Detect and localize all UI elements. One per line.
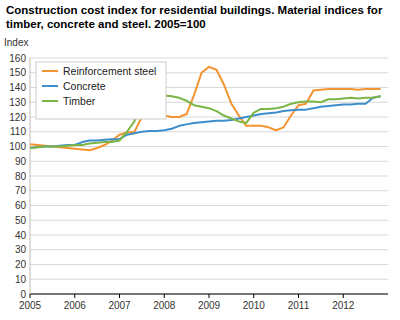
x-tick [30, 294, 31, 298]
x-tick [253, 294, 254, 298]
x-tick [343, 294, 344, 298]
y-tick-label: 30 [15, 244, 27, 255]
x-tick-label: 2007 [108, 300, 131, 311]
grid-line [30, 190, 388, 191]
y-tick-label: 120 [9, 112, 26, 123]
chart-title: Construction cost index for residential … [6, 3, 386, 31]
y-tick-label: 60 [15, 200, 27, 211]
series-line [30, 96, 381, 148]
grid-line [30, 235, 388, 236]
x-tick-label: 2010 [243, 300, 266, 311]
x-tick [209, 294, 210, 298]
y-tick-label: 20 [15, 259, 27, 270]
legend-swatch [42, 85, 58, 87]
legend-label: Concrete [63, 80, 106, 92]
y-tick-label: 100 [9, 141, 26, 152]
y-tick-label: 70 [15, 185, 27, 196]
x-tick [119, 294, 120, 298]
grid-line [30, 58, 388, 59]
y-tick-label: 160 [9, 53, 26, 64]
legend: Reinforcement steel Concrete Timber [36, 62, 166, 119]
y-tick-label: 40 [15, 230, 27, 241]
y-tick-label: 150 [9, 67, 26, 78]
legend-swatch [42, 100, 58, 102]
grid-line [30, 249, 388, 250]
grid-line [30, 161, 388, 162]
grid-line [30, 131, 388, 132]
y-tick-label: 140 [9, 82, 26, 93]
grid-line [30, 264, 388, 265]
y-tick-label: 90 [15, 156, 27, 167]
y-tick-label: 130 [9, 97, 26, 108]
chart: 0 10 20 30 40 50 60 70 80 90 100 110 120 130 140 150 160… [0, 0, 400, 320]
x-tick [298, 294, 299, 298]
x-tick-label: 2011 [288, 300, 310, 311]
grid-line [30, 220, 388, 221]
y-axis-label: Index [4, 37, 28, 48]
legend-swatch [42, 70, 58, 72]
x-tick-label: 2006 [64, 300, 87, 311]
legend-box [36, 62, 166, 119]
x-tick [164, 294, 165, 298]
y-tick-label: 80 [15, 171, 27, 182]
y-tick-label: 10 [15, 274, 27, 285]
y-axis [30, 58, 31, 294]
x-tick-label: 2008 [153, 300, 176, 311]
x-tick [74, 294, 75, 298]
legend-label: Reinforcement steel [63, 65, 156, 77]
y-tick-label: 110 [10, 126, 26, 137]
legend-label: Timber [63, 95, 96, 107]
y-tick-label: 0 [20, 289, 26, 300]
y-tick-label: 50 [15, 215, 27, 226]
grid-line [30, 205, 388, 206]
grid-line [30, 176, 388, 177]
grid-line [30, 279, 388, 280]
x-tick-label: 2005 [19, 300, 42, 311]
x-tick-label: 2009 [198, 300, 221, 311]
x-tick-label: 2012 [332, 300, 355, 311]
grid-line [30, 146, 388, 147]
